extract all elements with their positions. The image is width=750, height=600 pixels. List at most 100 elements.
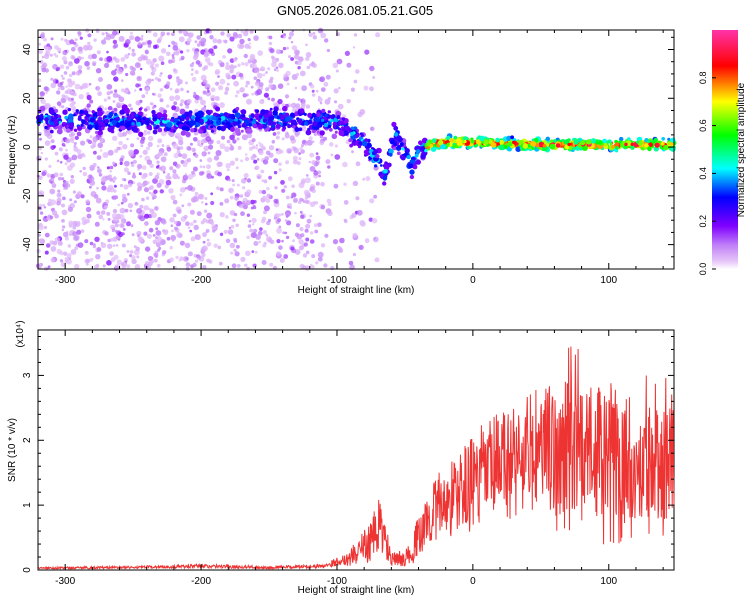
- noise-point: [92, 136, 99, 143]
- noise-point: [283, 73, 289, 79]
- noise-point: [261, 260, 267, 265]
- noise-point: [97, 168, 102, 174]
- noise-point: [112, 161, 116, 165]
- noise-point: [40, 151, 44, 155]
- noise-point: [320, 32, 327, 39]
- noise-point: [145, 79, 151, 86]
- ridge-point: [568, 142, 572, 146]
- ridge-point: [602, 138, 607, 144]
- noise-point: [267, 67, 271, 71]
- noise-point: [317, 97, 323, 103]
- noise-point: [232, 218, 236, 222]
- noise-point: [74, 38, 78, 42]
- ridge-point: [390, 139, 395, 145]
- ridge-point: [341, 126, 345, 130]
- noise-point: [369, 198, 375, 204]
- noise-point: [36, 263, 42, 269]
- noise-point: [351, 150, 354, 154]
- noise-point: [224, 146, 230, 152]
- noise-point: [177, 176, 180, 180]
- noise-point: [196, 35, 201, 40]
- noise-point: [306, 139, 313, 146]
- noise-point: [283, 33, 286, 36]
- noise-point: [312, 35, 317, 40]
- noise-point: [180, 50, 184, 54]
- noise-point: [153, 44, 158, 49]
- snr-x-ticks: -300 -200 -100 0 100: [37, 330, 664, 587]
- noise-point: [66, 259, 72, 265]
- noise-point: [156, 172, 160, 176]
- noise-point: [160, 61, 165, 65]
- noise-point: [107, 243, 113, 249]
- noise-point: [128, 149, 134, 156]
- noise-point: [201, 151, 207, 157]
- ridge-point: [644, 143, 649, 148]
- noise-point: [120, 219, 125, 224]
- ridge-point: [412, 164, 418, 170]
- noise-point: [320, 181, 325, 187]
- noise-point: [56, 159, 60, 163]
- noise-point: [170, 234, 177, 241]
- noise-point: [141, 182, 146, 188]
- ridge-point: [515, 142, 519, 146]
- noise-point: [160, 130, 167, 137]
- noise-point: [298, 245, 304, 251]
- ridge-point: [626, 137, 631, 142]
- noise-point: [71, 55, 76, 60]
- noise-point: [61, 105, 65, 109]
- ridge-point: [135, 114, 139, 117]
- ridge-point: [120, 125, 126, 131]
- noise-point: [59, 161, 63, 164]
- noise-point: [189, 229, 192, 233]
- ridge-point: [630, 142, 634, 146]
- noise-point: [320, 87, 326, 92]
- noise-point: [231, 74, 237, 80]
- noise-point: [246, 213, 251, 217]
- noise-point: [296, 161, 301, 166]
- noise-point: [205, 230, 209, 234]
- noise-point: [262, 195, 268, 201]
- ridge-point: [545, 136, 550, 141]
- noise-point: [95, 254, 101, 260]
- noise-point: [156, 182, 162, 188]
- colorbar-tick-label: 0.4: [698, 167, 708, 180]
- noise-point: [225, 62, 229, 66]
- noise-point: [39, 203, 42, 207]
- noise-point: [257, 50, 264, 56]
- noise-point: [305, 250, 310, 255]
- noise-point: [118, 35, 125, 42]
- noise-point: [216, 140, 221, 145]
- noise-point: [158, 55, 165, 62]
- noise-point: [69, 39, 75, 45]
- noise-point: [253, 228, 258, 233]
- noise-point: [47, 265, 51, 269]
- noise-point: [250, 206, 254, 210]
- x-tick-label: -100: [327, 576, 347, 587]
- ridge-point: [564, 144, 570, 150]
- noise-point: [246, 98, 252, 105]
- noise-point: [234, 157, 239, 162]
- noise-point: [184, 173, 188, 176]
- noise-point: [142, 149, 148, 155]
- ridge-point: [242, 114, 246, 118]
- noise-point: [43, 206, 47, 209]
- noise-point: [76, 191, 82, 197]
- noise-point: [140, 67, 143, 71]
- noise-point: [168, 188, 174, 194]
- noise-point: [129, 70, 135, 76]
- noise-point: [236, 244, 240, 249]
- ridge-point: [611, 144, 615, 149]
- noise-point: [65, 148, 68, 152]
- ridge-point: [355, 129, 359, 133]
- spectrogram-y-axis-label: Frequency (Hz): [7, 116, 18, 185]
- noise-point: [234, 196, 239, 201]
- noise-point: [62, 231, 69, 238]
- noise-point: [82, 171, 88, 177]
- noise-point: [87, 33, 92, 38]
- noise-point: [256, 173, 262, 180]
- noise-point: [109, 165, 114, 170]
- noise-point: [198, 40, 202, 44]
- noise-point: [55, 54, 59, 58]
- noise-point: [156, 248, 161, 252]
- noise-point: [173, 68, 177, 72]
